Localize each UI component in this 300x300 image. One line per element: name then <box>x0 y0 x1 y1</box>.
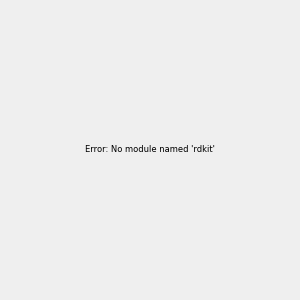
Text: Error: No module named 'rdkit': Error: No module named 'rdkit' <box>85 146 215 154</box>
